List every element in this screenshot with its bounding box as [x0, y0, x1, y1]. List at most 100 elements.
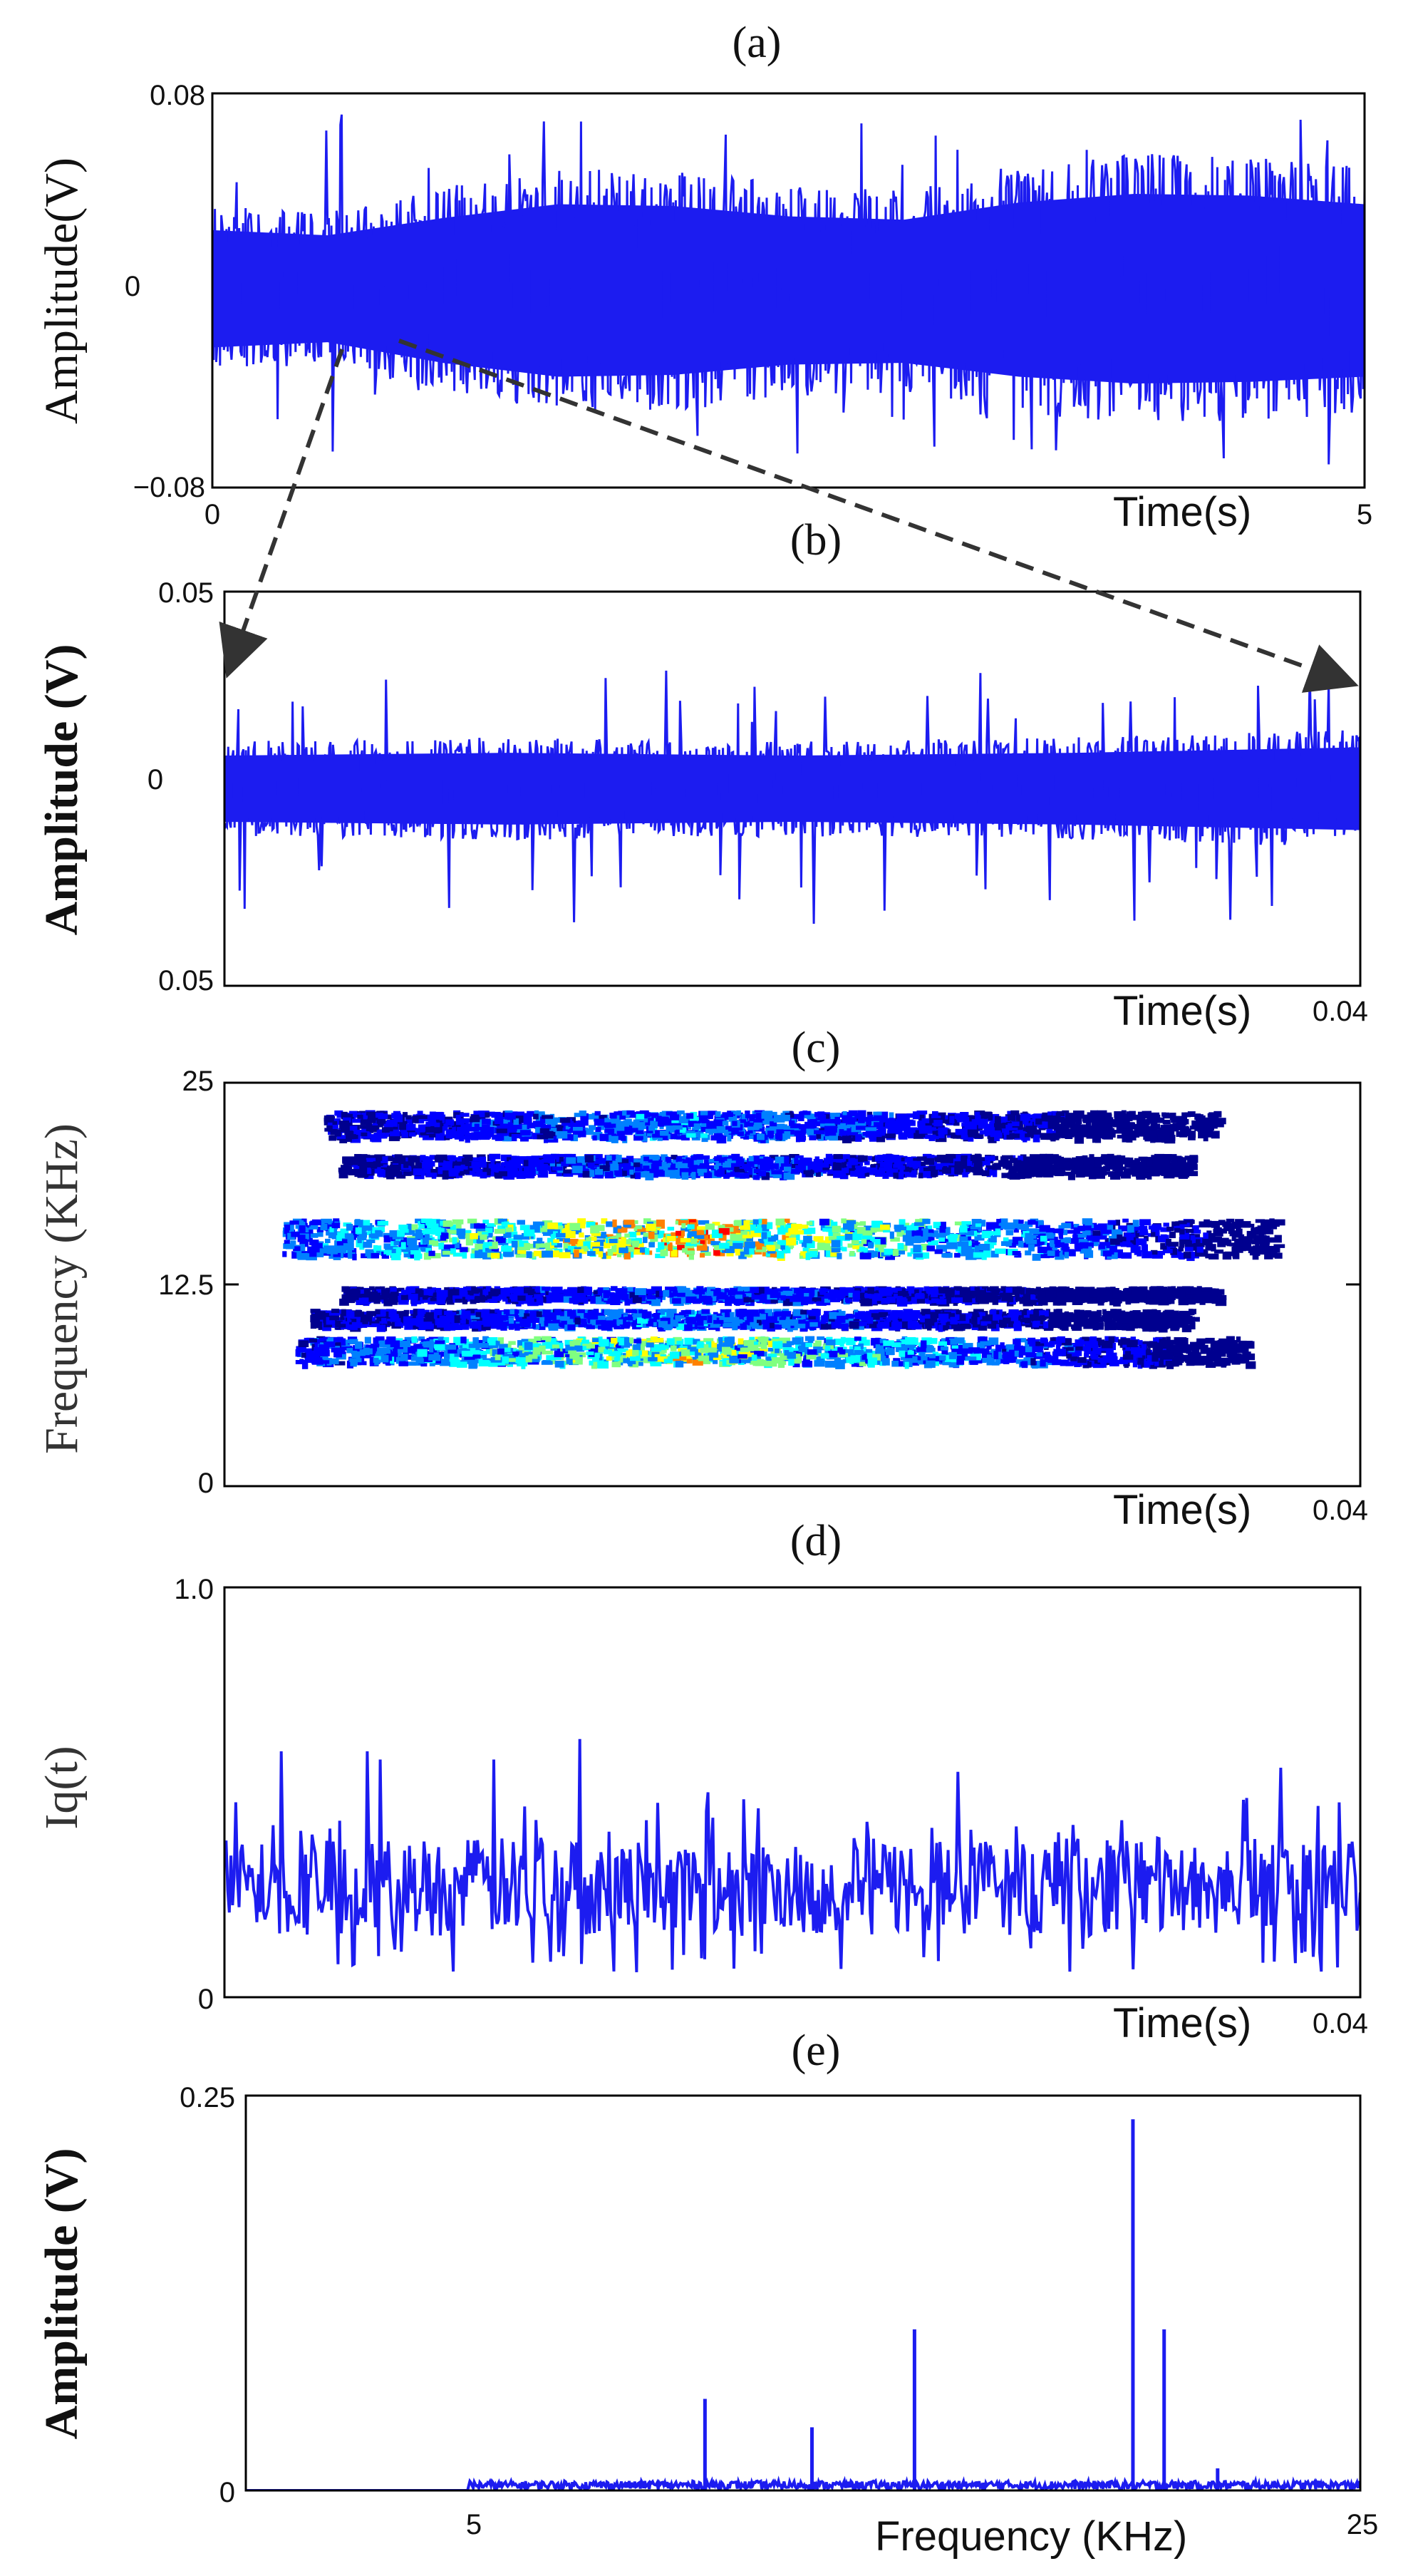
spectrogram-cell [622, 1110, 631, 1116]
spectrogram-cell [794, 1130, 804, 1136]
spectrogram-cell [1162, 1120, 1171, 1125]
spectrogram-cell [861, 1117, 869, 1121]
spectrogram-cell [832, 1128, 844, 1136]
spectrogram-cell [907, 1252, 912, 1257]
spectrogram-cell [822, 1227, 834, 1232]
spectrogram-cell [680, 1132, 688, 1137]
spectrogram-cell [415, 1128, 425, 1133]
spectrogram-cell [1013, 1128, 1023, 1135]
spectrogram-cell [680, 1135, 690, 1140]
spectrogram-cell [496, 1128, 507, 1133]
spectrogram-cell [1064, 1252, 1069, 1259]
spectrogram-cell [968, 1131, 976, 1138]
spectrogram-cell [973, 1164, 980, 1168]
spectrogram-cell [847, 1243, 857, 1248]
spectrogram-cell [537, 1134, 549, 1140]
spectrogram-cell [935, 1112, 946, 1119]
spectrogram-cell [405, 1115, 412, 1120]
spectrogram-cell [561, 1161, 569, 1167]
spectrogram-cell [511, 1240, 518, 1248]
spectrogram-cell [616, 1230, 621, 1238]
spectrogram-cell [794, 1158, 799, 1164]
spectrogram-cell [462, 1154, 473, 1161]
spectrogram-cell [445, 1130, 455, 1138]
spectrogram-cell [480, 1128, 490, 1133]
spectrogram-cell [371, 1135, 382, 1143]
spectrogram-cell [595, 1225, 605, 1232]
spectrogram-cell [467, 1218, 477, 1224]
spectrogram-cell [1186, 1235, 1194, 1242]
spectrogram-cell [542, 1250, 553, 1258]
spectrogram-cell [1107, 1252, 1118, 1259]
spectrogram-cell [564, 1153, 572, 1160]
spectrogram-cell [511, 1134, 522, 1138]
spectrogram-cell [700, 1111, 708, 1116]
spectrogram-cell [1122, 1135, 1132, 1143]
spectrogram-cell [679, 1116, 690, 1123]
spectrogram-cell [519, 1240, 529, 1247]
spectrogram-cell [1000, 1156, 1009, 1164]
spectrogram-cell [870, 1227, 877, 1233]
spectrogram-cell [336, 1232, 348, 1239]
spectrogram-cell [763, 1237, 770, 1242]
spectrogram-cell [1163, 1222, 1169, 1227]
spectrogram-cell [371, 1253, 379, 1259]
spectrogram-cell [1243, 1247, 1252, 1251]
spectrogram-cell [730, 1230, 741, 1234]
spectrogram-cell [1024, 1122, 1032, 1128]
spectrogram-cell [509, 1231, 518, 1237]
spectrogram-cell [643, 1218, 651, 1225]
spectrogram-cell [646, 1223, 656, 1231]
spectrogram-cell [830, 1114, 839, 1119]
spectrogram-cell [1256, 1235, 1267, 1243]
spectrogram-cell [1161, 1112, 1166, 1117]
spectrogram-cell [328, 1220, 336, 1225]
spectrogram-cell [992, 1222, 999, 1227]
spectrogram-cell [545, 1246, 553, 1253]
spectrogram-cell [795, 1134, 800, 1143]
spectrogram-cell [1148, 1225, 1153, 1230]
spectrogram-cell [856, 1166, 867, 1173]
spectrogram-cell [1136, 1238, 1147, 1246]
spectrogram-cell [573, 1127, 583, 1131]
spectrogram-cell [450, 1248, 456, 1254]
spectrogram-cell [1087, 1234, 1095, 1241]
spectrogram-cell [383, 1250, 392, 1254]
spectrogram-cell [367, 1166, 372, 1175]
spectrogram-cell [559, 1252, 571, 1259]
spectrogram-cell [837, 1171, 842, 1178]
spectrogram-cell [522, 1124, 527, 1132]
spectrogram-cell [692, 1127, 699, 1133]
spectrogram-cell [1054, 1240, 1061, 1245]
spectrogram-cell [676, 1230, 681, 1236]
spectrogram-cell [490, 1252, 500, 1259]
spectrogram-cell [341, 1111, 348, 1120]
spectrogram-cell [652, 1133, 663, 1138]
spectrogram-cell [1060, 1128, 1067, 1133]
spectrogram-cell [1047, 1250, 1055, 1256]
spectrogram-cell [1103, 1165, 1110, 1172]
spectrogram-cell [1076, 1166, 1080, 1173]
spectrogram-cell [1092, 1167, 1104, 1173]
spectrogram-cell [500, 1123, 507, 1132]
spectrogram-cell [1075, 1156, 1085, 1164]
spectrogram-cell [514, 1123, 524, 1128]
spectrogram-cell [1159, 1155, 1166, 1161]
spectrogram-cell [606, 1155, 612, 1160]
spectrogram-cell [1065, 1165, 1071, 1171]
spectrogram-cell [918, 1120, 924, 1127]
spectrogram-cell [1151, 1228, 1160, 1237]
spectrogram-cell [645, 1247, 650, 1255]
spectrogram-cell [299, 1225, 306, 1233]
spectrogram-cell [1018, 1155, 1023, 1161]
spectrogram-cell [1122, 1129, 1130, 1136]
spectrogram-cell [1085, 1116, 1097, 1121]
spectrogram-cell [686, 1133, 696, 1138]
spectrogram-cell [498, 1171, 507, 1177]
spectrogram-cell [807, 1241, 815, 1248]
spectrogram-cell [1046, 1128, 1053, 1133]
spectrogram-cell [1084, 1169, 1089, 1175]
spectrogram-cell [934, 1125, 945, 1129]
spectrogram-cell [971, 1219, 982, 1226]
spectrogram-cell [563, 1169, 571, 1174]
